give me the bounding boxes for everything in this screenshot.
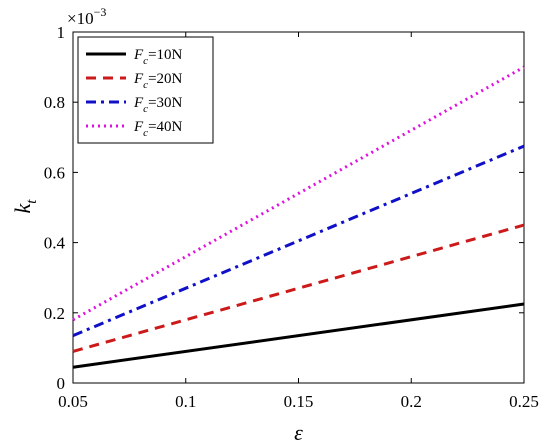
series-line [72, 65, 525, 322]
legend-entry-label: Fc=40N [133, 119, 183, 139]
x-tick-label: 0.15 [284, 392, 314, 411]
y-tick-label: 0 [57, 374, 66, 393]
y-axis-label: kt [10, 199, 40, 214]
legend-entry-label: Fc=30N [133, 95, 183, 115]
x-axis-label: ε [294, 420, 303, 445]
y-tick-label: 0.2 [44, 304, 65, 323]
y-tick-label: 1 [57, 23, 66, 42]
y-axis-exponent-label: ×10−3 [67, 5, 106, 28]
series-line [72, 302, 525, 369]
y-tick-label: 0.8 [44, 93, 65, 112]
series-line [72, 144, 525, 337]
legend-entry-label: Fc=10N [133, 47, 183, 67]
x-tick-label: 0.2 [401, 392, 422, 411]
x-tick-label: 0.1 [175, 392, 196, 411]
x-tick-label: 0.05 [58, 392, 88, 411]
y-tick-label: 0.4 [44, 234, 66, 253]
y-tick-label: 0.6 [44, 163, 65, 182]
x-tick-label: 0.25 [509, 392, 539, 411]
legend: Fc=10N Fc=20N Fc=30N Fc=40N [77, 36, 214, 144]
legend-entry-label: Fc=20N [133, 71, 183, 91]
series-line [72, 223, 525, 353]
axis-ticks: 0.05 0.1 0.15 0.2 0.25 0 0.2 0.4 0.6 0.8 1 [44, 23, 539, 411]
series-layer [72, 65, 525, 369]
